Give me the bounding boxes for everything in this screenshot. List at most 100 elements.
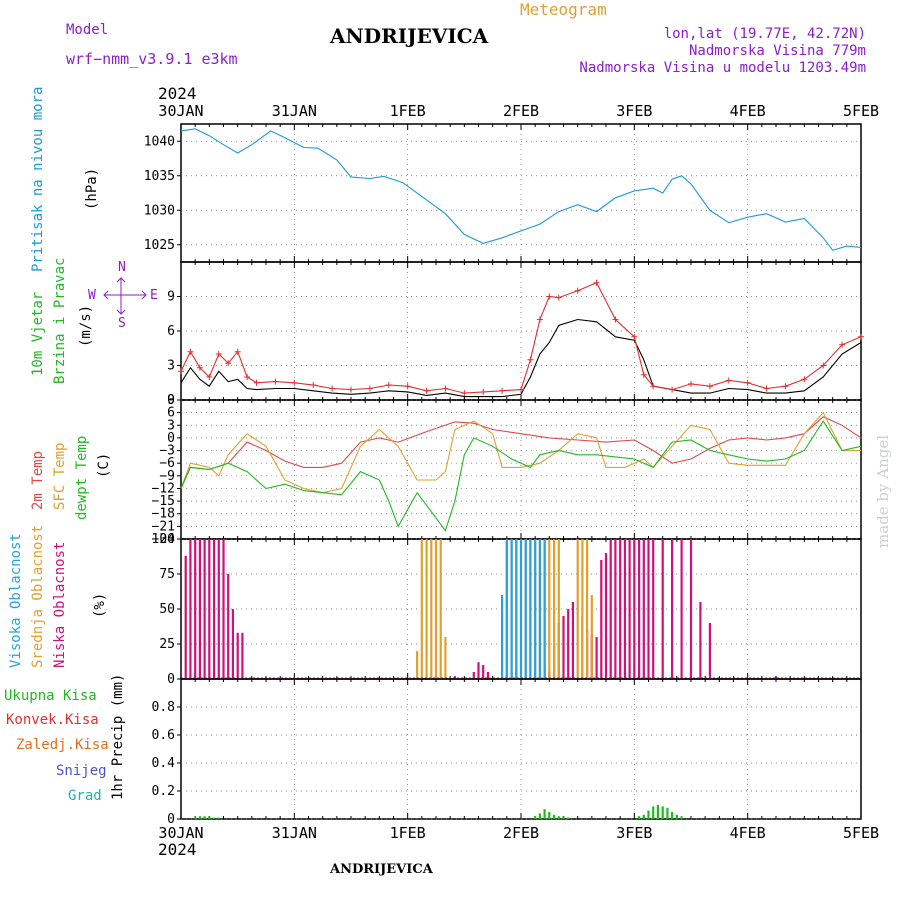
bar-cloud-low — [623, 539, 626, 679]
gust-marker — [310, 382, 317, 389]
bar-precip-total — [656, 805, 659, 819]
x-axis-label: 5FEB — [843, 824, 879, 842]
bar-cloud-mid — [590, 595, 593, 679]
gust-marker — [858, 333, 864, 340]
snow-label: Snijeg — [56, 763, 107, 779]
x-axis-label: 30JAN — [158, 102, 203, 120]
bar-cloud-low — [609, 539, 612, 679]
gust-marker — [348, 386, 354, 393]
gust-marker — [801, 376, 808, 383]
bar-precip-total — [680, 816, 683, 819]
model-elevation-text: Nadmorska Visina u modelu 1203.49m — [579, 60, 866, 76]
bar-precip-total — [671, 812, 674, 819]
bar-precip-total — [567, 817, 570, 819]
gust-marker — [782, 383, 789, 390]
ytick-label-wind: 3 — [167, 359, 175, 374]
ytick-label-wind: 9 — [167, 290, 175, 305]
pressure-unit: (hPa) — [84, 167, 100, 210]
gust-marker — [650, 383, 657, 390]
bar-cloud-low — [661, 539, 664, 679]
bar-cloud-low — [472, 672, 475, 679]
gust-marker — [423, 387, 430, 394]
model-label: Model — [66, 22, 109, 38]
gust-marker — [291, 379, 298, 386]
bar-cloud-low — [633, 539, 636, 679]
gust-marker — [744, 379, 751, 386]
ytick-label-cloud: 75 — [159, 567, 175, 582]
gust-marker — [461, 390, 468, 397]
x-axis-label: 4FEB — [730, 102, 766, 120]
gust-marker — [480, 388, 487, 395]
gust-marker — [196, 364, 203, 371]
gust-marker — [442, 385, 449, 392]
model-name: wrf−nmm_v3.9.1 e3km — [66, 50, 238, 68]
bar-cloud-mid — [444, 637, 447, 679]
bar-cloud-mid — [439, 539, 442, 679]
gust-marker — [206, 374, 213, 380]
temp-unit: (C) — [96, 452, 112, 478]
gust-marker — [385, 382, 392, 389]
bar-cloud-low — [231, 609, 234, 679]
ytick-label-temperature: −9 — [159, 469, 175, 484]
cloud-low-label: Niska Oblacnost — [52, 541, 68, 668]
bar-cloud-low — [774, 676, 778, 679]
x-axis-label: 3FEB — [616, 824, 652, 842]
wind-label-1: 10m Vjetar — [30, 291, 46, 376]
wind-dir-s: S — [118, 316, 126, 331]
ytick-label-cloud: 0 — [167, 672, 175, 687]
ytick-label-temperature: 0 — [167, 431, 175, 446]
bar-cloud-high — [519, 539, 523, 679]
bar-cloud-low — [571, 602, 574, 679]
ytick-label-cloud: 25 — [159, 637, 175, 652]
bar-precip-total — [198, 816, 201, 819]
x-axis-label: 2FEB — [503, 102, 539, 120]
bar-precip-total — [642, 814, 645, 819]
ytick-label-temperature: −24 — [152, 532, 176, 547]
product-title: Meteogram — [520, 0, 607, 19]
x-axis-label: 5FEB — [843, 102, 879, 120]
bar-cloud-low — [482, 665, 485, 679]
gust-marker — [555, 294, 562, 301]
wind-unit: (m/s) — [78, 304, 94, 347]
x-axis-label: 30JAN — [158, 824, 203, 842]
bar-precip-total — [213, 817, 216, 819]
ytick-label-precip: 0 — [167, 812, 175, 827]
ytick-label-temperature: 3 — [167, 418, 175, 433]
wind-label-2: Brzina i Pravac — [52, 257, 68, 384]
bar-precip-total — [557, 816, 560, 819]
precip-conv-label: Konvek.Kisa — [6, 712, 99, 728]
gust-marker — [574, 287, 581, 294]
gust-marker — [527, 356, 534, 363]
t2m-label: 2m Temp — [30, 450, 46, 510]
bar-cloud-high — [505, 539, 508, 679]
bar-cloud-mid — [576, 539, 579, 679]
cloud-high-label: Visoka Oblacnost — [8, 533, 24, 668]
bar-cloud-low — [680, 539, 683, 679]
bar-cloud-mid — [557, 539, 560, 679]
series-line-temperature-dewpt — [180, 420, 862, 532]
ytick-label-precip: 0.2 — [152, 784, 175, 799]
ytick-label-pressure: 1025 — [144, 238, 175, 253]
bar-precip-total — [534, 816, 537, 819]
bar-precip-total — [562, 816, 565, 819]
x-axis-label: 31JAN — [272, 102, 317, 120]
bar-precip-total — [666, 807, 669, 819]
bar-cloud-low — [236, 632, 239, 679]
bar-precip-total — [538, 813, 541, 819]
gust-marker — [593, 279, 600, 286]
gust-marker — [499, 387, 506, 394]
gust-marker — [725, 377, 732, 384]
bar-precip-total — [194, 817, 197, 819]
bar-cloud-high — [534, 539, 537, 679]
bar-cloud-high — [529, 539, 532, 679]
bar-precip-total — [208, 816, 211, 819]
grad-label: Grad — [68, 788, 102, 804]
coords-text: lon,lat (19.77E, 42.72N) — [663, 26, 866, 42]
cloud-mid-label: Srednja Oblacnost — [30, 524, 46, 668]
gust-marker — [234, 348, 241, 355]
bar-precip-total — [203, 816, 206, 819]
bar-cloud-high — [510, 539, 513, 679]
gust-marker — [518, 386, 524, 393]
cloud-unit: (%) — [92, 592, 108, 618]
